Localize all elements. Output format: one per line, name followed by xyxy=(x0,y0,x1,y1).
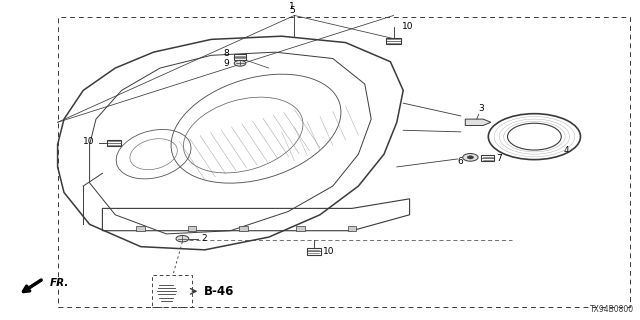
Bar xyxy=(107,140,121,146)
Text: 5: 5 xyxy=(289,5,294,14)
Text: FR.: FR. xyxy=(50,278,69,288)
Polygon shape xyxy=(465,119,491,125)
Text: TX94B0800: TX94B0800 xyxy=(589,305,634,314)
Text: 7: 7 xyxy=(496,154,502,163)
Text: 6: 6 xyxy=(458,157,463,166)
Text: 3: 3 xyxy=(479,104,484,113)
Bar xyxy=(481,156,494,161)
Bar xyxy=(152,275,192,307)
Text: 10: 10 xyxy=(323,247,335,256)
Circle shape xyxy=(467,156,474,159)
Text: 1: 1 xyxy=(289,2,294,11)
Bar xyxy=(348,226,356,231)
Text: 10: 10 xyxy=(402,22,413,31)
Bar xyxy=(307,248,321,255)
Bar xyxy=(386,37,401,44)
Text: 4: 4 xyxy=(563,147,569,156)
Circle shape xyxy=(176,236,189,242)
Bar xyxy=(58,17,630,307)
Text: 8: 8 xyxy=(223,49,229,58)
Bar xyxy=(234,54,246,60)
Circle shape xyxy=(463,154,478,161)
Bar xyxy=(239,226,248,231)
Bar xyxy=(188,226,196,231)
Text: 2: 2 xyxy=(202,234,207,243)
Text: B-46: B-46 xyxy=(204,285,234,298)
Bar xyxy=(136,226,145,231)
Text: 9: 9 xyxy=(223,59,229,68)
Bar xyxy=(296,226,305,231)
Text: 10: 10 xyxy=(83,137,95,146)
Circle shape xyxy=(234,60,246,66)
